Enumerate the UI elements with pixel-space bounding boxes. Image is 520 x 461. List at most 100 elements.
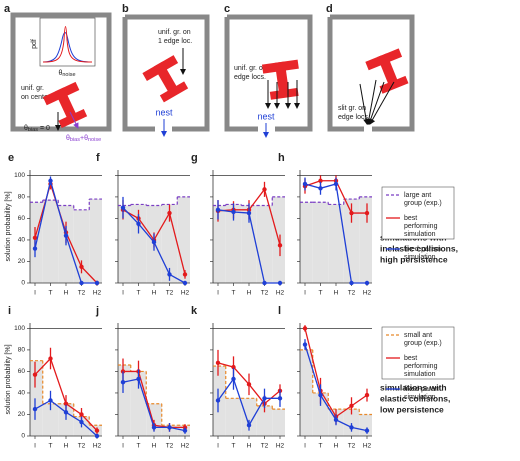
panel-label: a <box>4 3 11 15</box>
legend-label: fixed-param. simulation <box>404 246 443 261</box>
y-tick-label: 60 <box>18 215 26 222</box>
exp-area <box>42 403 59 436</box>
exp-area <box>359 414 372 436</box>
arena <box>224 14 313 132</box>
exp-area <box>42 200 59 283</box>
x-tick-label: H <box>64 443 69 450</box>
point <box>246 210 252 216</box>
load <box>142 55 189 103</box>
inset <box>39 17 96 67</box>
x-tick-label: H2 <box>93 290 102 297</box>
x-tick-label: I <box>34 443 36 450</box>
point <box>246 423 252 428</box>
exp-area <box>256 205 273 283</box>
point <box>302 181 308 187</box>
subscript: bias <box>70 137 80 143</box>
exp-area <box>300 349 313 436</box>
point <box>182 425 188 430</box>
arrow <box>365 79 377 125</box>
caption: edge locs. <box>234 74 266 81</box>
y-tick-label: 20 <box>18 258 26 265</box>
exp-area <box>225 204 242 283</box>
exp-area <box>300 202 313 283</box>
diagram-a: a pdf θnoise unif. gr. on center θbias =… <box>4 3 112 144</box>
caption: unif. gr. on <box>234 65 267 72</box>
point <box>94 428 100 433</box>
point <box>231 209 236 215</box>
panel-label: g <box>191 152 198 164</box>
y-tick-label: 0 <box>21 280 25 287</box>
x-tick-label: I <box>217 443 219 450</box>
text-part: θ <box>66 135 70 142</box>
exp-area <box>312 202 329 283</box>
x-tick-label: T <box>319 443 323 450</box>
point <box>48 178 53 183</box>
x-tick-label: I <box>122 290 124 297</box>
point <box>79 280 84 286</box>
legend-label: large ant group (exp.) <box>404 192 442 207</box>
x-tick-label: I <box>304 290 306 297</box>
x-tick-label: H2 <box>363 443 372 450</box>
point <box>318 186 323 191</box>
point <box>277 280 283 286</box>
point <box>333 181 339 187</box>
exp-area <box>89 199 102 283</box>
exp-area <box>343 409 360 436</box>
text-part: θ <box>24 125 28 132</box>
point <box>302 342 308 347</box>
exp-area <box>272 409 285 436</box>
y-tick-label: 100 <box>14 172 25 179</box>
caption: unif. gr. <box>21 85 44 92</box>
x-tick-label: H <box>247 290 252 297</box>
x-tick-label: H <box>64 290 69 297</box>
x-tick-label: T2 <box>166 443 174 450</box>
point <box>231 364 236 370</box>
subscript: bias <box>28 127 38 133</box>
pdf-curve <box>42 26 93 63</box>
x-tick-label: T <box>319 290 323 297</box>
point <box>349 403 354 409</box>
x-tick-label: T2 <box>261 443 269 450</box>
caption: 1 edge loc. <box>158 38 192 45</box>
y-tick-label: 80 <box>18 347 26 354</box>
point <box>215 360 221 366</box>
point <box>182 272 188 277</box>
point <box>182 280 188 286</box>
point <box>120 369 126 374</box>
point <box>318 392 323 398</box>
point <box>120 205 126 210</box>
point <box>215 398 221 403</box>
arrow <box>369 81 395 125</box>
panel-label: b <box>122 3 129 15</box>
point <box>333 417 339 423</box>
x-tick-label: T <box>137 290 141 297</box>
panel-label: f <box>96 152 100 164</box>
pdf-curve <box>42 32 93 63</box>
x-tick-label: T <box>49 290 53 297</box>
panel-label: e <box>8 152 14 164</box>
point <box>63 410 69 415</box>
caption: unif. gr. on <box>158 29 191 36</box>
arrow <box>69 111 79 129</box>
arena <box>327 14 415 132</box>
x-tick-label: H2 <box>181 290 190 297</box>
point <box>120 379 126 385</box>
load <box>365 48 409 94</box>
caption: on center <box>21 94 51 101</box>
point <box>94 280 100 286</box>
nest-label: nest <box>155 107 173 117</box>
x-tick-label: H <box>152 290 157 297</box>
arrow <box>367 81 385 125</box>
point <box>302 326 308 331</box>
point <box>63 401 69 406</box>
bias-noise-label: θbias+θnoise <box>66 135 101 144</box>
x-tick-label: H2 <box>363 290 372 297</box>
panel-label: h <box>278 152 285 164</box>
exp-area <box>359 196 372 283</box>
point <box>79 264 84 270</box>
arrow <box>359 83 370 125</box>
y-tick-label: 100 <box>14 325 25 332</box>
point <box>364 392 370 398</box>
y-tick-label: 40 <box>18 237 26 244</box>
point <box>48 398 53 403</box>
